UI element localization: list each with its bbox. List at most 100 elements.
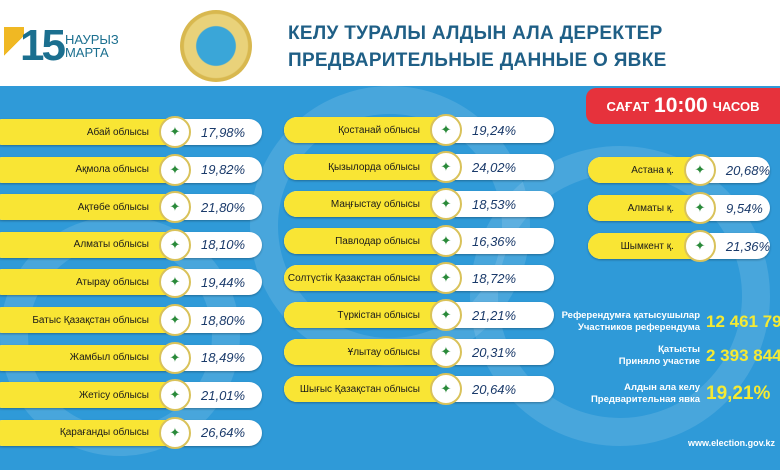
- region-name: Атырау облысы: [0, 269, 175, 296]
- stat-label-ru: Предварительная явка: [590, 394, 700, 405]
- region-row: Шымкент қ. ✦ 21,36%: [588, 230, 770, 262]
- stat-label-kz: Референдумға қатысушылар: [561, 310, 700, 321]
- region-name: Батыс Қазақстан облысы: [0, 307, 175, 333]
- region-row: Ақмола облысы ✦ 19,82%: [0, 153, 262, 186]
- region-emblem-icon: ✦: [159, 416, 191, 449]
- main-panel: САҒАТ 10:00 ЧАСОВ Референдумға қатысушыл…: [0, 86, 780, 470]
- region-name: Ұлытау облысы: [284, 339, 446, 365]
- region-turnout: 24,02%: [472, 159, 517, 175]
- region-name: Жетісу облысы: [0, 382, 175, 409]
- region-name: Жамбыл облысы: [0, 344, 175, 371]
- region-turnout: 19,44%: [201, 274, 246, 290]
- region-emblem-icon: ✦: [159, 379, 191, 412]
- region-row: Жетісу облысы ✦ 21,01%: [0, 379, 262, 412]
- stat-label-ru: Приняло участие: [618, 356, 700, 367]
- region-emblem-icon: ✦: [430, 299, 462, 331]
- region-row: Қызылорда облысы ✦ 24,02%: [284, 151, 554, 183]
- website-url: www.election.gov.kz: [688, 438, 776, 448]
- region-turnout: 19,24%: [472, 122, 517, 138]
- region-turnout: 20,68%: [725, 162, 770, 178]
- stat-voted: Қатысты Приняло участие 2 393 844: [560, 344, 780, 368]
- region-name: Ақтөбе облысы: [0, 194, 175, 221]
- region-name: Солтүстік Қазақстан облысы: [284, 265, 446, 291]
- referendum-logo: 15 НАУРЫЗ МАРТА: [4, 24, 119, 68]
- region-turnout: 9,54%: [726, 200, 763, 216]
- region-name: Қызылорда облысы: [284, 154, 446, 180]
- region-name: Шығыс Қазақстан облысы: [284, 376, 446, 402]
- region-emblem-icon: ✦: [159, 266, 191, 299]
- region-turnout: 26,64%: [201, 425, 246, 441]
- region-name: Алматы қ.: [588, 195, 700, 221]
- region-name: Шымкент қ.: [588, 233, 700, 259]
- region-row: Жамбыл облысы ✦ 18,49%: [0, 341, 262, 374]
- region-row: Маңғыстау облысы ✦ 18,53%: [284, 188, 554, 220]
- region-emblem-icon: ✦: [430, 188, 462, 220]
- region-name: Түркістан облысы: [284, 302, 446, 328]
- region-row: Шығыс Қазақстан облысы ✦ 20,64%: [284, 373, 554, 405]
- region-emblem-icon: ✦: [430, 151, 462, 183]
- region-row: Қостанай облысы ✦ 19,24%: [284, 114, 554, 146]
- region-turnout: 18,80%: [201, 312, 246, 328]
- stat-participants: Референдумға қатысушылар Участников рефер…: [560, 310, 780, 334]
- header: 15 НАУРЫЗ МАРТА КЕЛУ ТУРАЛЫ АЛДЫН АЛА ДЕР…: [0, 0, 780, 86]
- region-turnout: 20,64%: [472, 381, 517, 397]
- region-turnout: 21,21%: [472, 307, 517, 323]
- region-row: Солтүстік Қазақстан облысы ✦ 18,72%: [284, 262, 554, 294]
- region-emblem-icon: ✦: [159, 304, 191, 336]
- logo-line2: МАРТА: [64, 45, 109, 60]
- region-row: Астана қ. ✦ 20,68%: [588, 154, 770, 186]
- title-ru: ПРЕДВАРИТЕЛЬНЫЕ ДАННЫЕ О ЯВКЕ: [288, 50, 667, 71]
- region-emblem-icon: ✦: [159, 153, 191, 186]
- stat-value: 2 393 844: [706, 346, 780, 365]
- region-emblem-icon: ✦: [159, 228, 191, 261]
- region-row: Батыс Қазақстан облысы ✦ 18,80%: [0, 304, 262, 336]
- region-emblem-icon: ✦: [159, 191, 191, 224]
- region-turnout: 18,72%: [472, 270, 517, 286]
- region-name: Алматы облысы: [0, 231, 175, 258]
- stat-label-kz: Қатысты: [658, 344, 700, 355]
- region-turnout: 17,98%: [201, 124, 246, 140]
- region-turnout: 21,80%: [201, 199, 246, 215]
- logo-line1: НАУРЫЗ: [64, 32, 119, 47]
- region-row: Түркістан облысы ✦ 21,21%: [284, 299, 554, 331]
- region-emblem-icon: ✦: [159, 116, 191, 148]
- region-turnout: 16,36%: [472, 233, 517, 249]
- stat-turnout: Алдын ала келу Предварительная явка 19,21%: [560, 382, 770, 406]
- region-row: Атырау облысы ✦ 19,44%: [0, 266, 262, 299]
- region-emblem-icon: ✦: [430, 262, 462, 294]
- region-row: Алматы облысы ✦ 18,10%: [0, 228, 262, 261]
- stat-value: 12 461 79: [706, 312, 780, 331]
- time-banner: САҒАТ 10:00 ЧАСОВ: [586, 88, 780, 124]
- region-name: Қарағанды облысы: [0, 419, 175, 446]
- region-turnout: 21,01%: [201, 387, 246, 403]
- region-turnout: 18,49%: [201, 350, 246, 366]
- region-turnout: 18,10%: [201, 237, 246, 253]
- banner-time: 10:00: [654, 94, 708, 117]
- logo-number: 15: [20, 21, 66, 70]
- region-turnout: 21,36%: [725, 238, 770, 254]
- stat-value: 19,21%: [706, 383, 771, 404]
- region-row: Абай облысы ✦ 17,98%: [0, 116, 262, 148]
- region-emblem-icon: ✦: [430, 114, 462, 146]
- region-emblem-icon: ✦: [684, 192, 716, 224]
- title-kz: КЕЛУ ТУРАЛЫ АЛДЫН АЛА ДЕРЕКТЕР: [288, 23, 663, 44]
- region-name: Маңғыстау облысы: [284, 191, 446, 217]
- region-row: Ақтөбе облысы ✦ 21,80%: [0, 191, 262, 224]
- stat-label-kz: Алдын ала келу: [624, 382, 700, 393]
- region-turnout: 19,82%: [201, 162, 246, 178]
- banner-prefix: САҒАТ: [606, 98, 650, 114]
- region-emblem-icon: ✦: [684, 154, 716, 186]
- page-title: КЕЛУ ТУРАЛЫ АЛДЫН АЛА ДЕРЕКТЕР ПРЕДВАРИТ…: [288, 20, 667, 74]
- region-row: Қарағанды облысы ✦ 26,64%: [0, 416, 262, 449]
- stat-label-ru: Участников референдума: [577, 322, 700, 333]
- region-name: Ақмола облысы: [0, 156, 175, 183]
- region-emblem-icon: ✦: [430, 336, 462, 368]
- region-emblem-icon: ✦: [430, 225, 462, 257]
- region-emblem-icon: ✦: [430, 373, 462, 405]
- region-row: Алматы қ. ✦ 9,54%: [588, 192, 770, 224]
- region-emblem-icon: ✦: [159, 341, 191, 374]
- region-name: Абай облысы: [0, 119, 175, 145]
- region-turnout: 18,53%: [472, 196, 517, 212]
- check-mark-icon: [4, 27, 24, 65]
- region-emblem-icon: ✦: [684, 230, 716, 262]
